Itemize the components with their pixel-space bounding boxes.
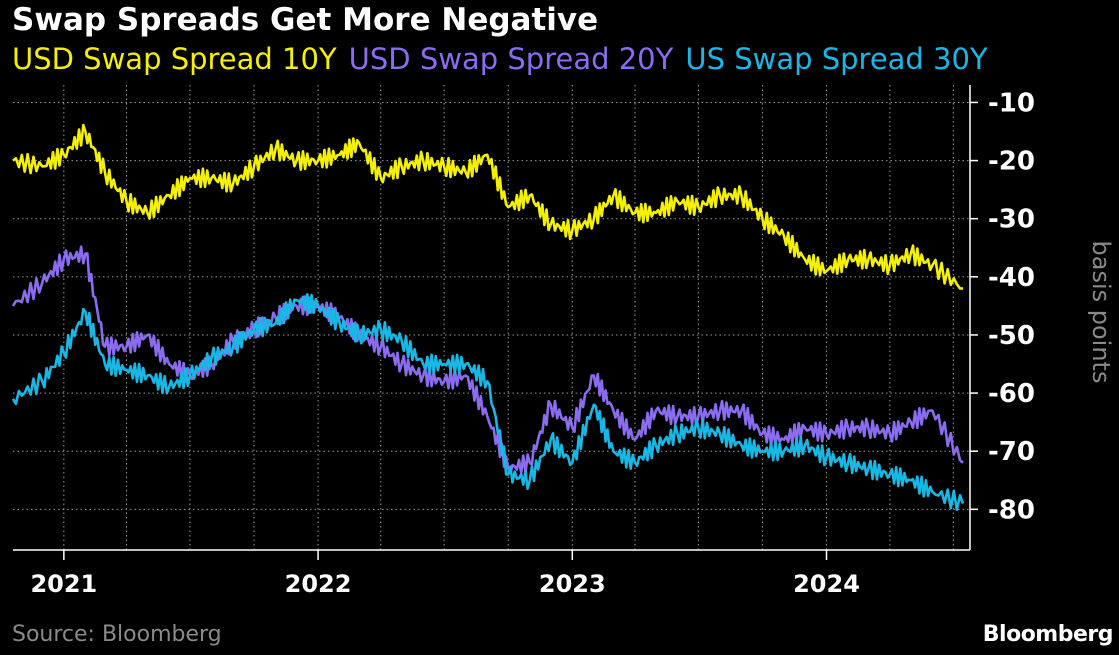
legend-item-10y: USD Swap Spread 10Y [12,42,337,76]
x-tick-label: 2024 [793,570,860,598]
x-tick-label: 2021 [30,570,97,598]
x-tick-label: 2022 [285,570,352,598]
y-tick-label: -60 [988,379,1035,409]
series-line-20y [11,245,964,475]
y-tick-label: -30 [988,205,1035,235]
y-tick-label: -40 [988,263,1035,293]
y-tick-label: -50 [988,321,1035,351]
legend-item-20y: USD Swap Spread 20Y [348,42,674,76]
y-tick-label: -70 [988,437,1035,467]
series-line-10y [12,123,964,290]
chart-title: Swap Spreads Get More Negative [12,2,599,38]
y-tick-label: -10 [988,88,1035,118]
legend: USD Swap Spread 10Y USD Swap Spread 20Y … [12,42,988,76]
legend-item-30y: US Swap Spread 30Y [685,42,988,76]
x-tick-label: 2023 [539,570,606,598]
y-tick-label: -20 [988,147,1035,177]
y-axis-label: basis points [1087,241,1115,384]
source-note: Source: Bloomberg [12,622,222,647]
brand-logo: Bloomberg [982,622,1114,647]
series-line-30y [11,292,965,512]
y-tick-label: -80 [988,495,1035,525]
